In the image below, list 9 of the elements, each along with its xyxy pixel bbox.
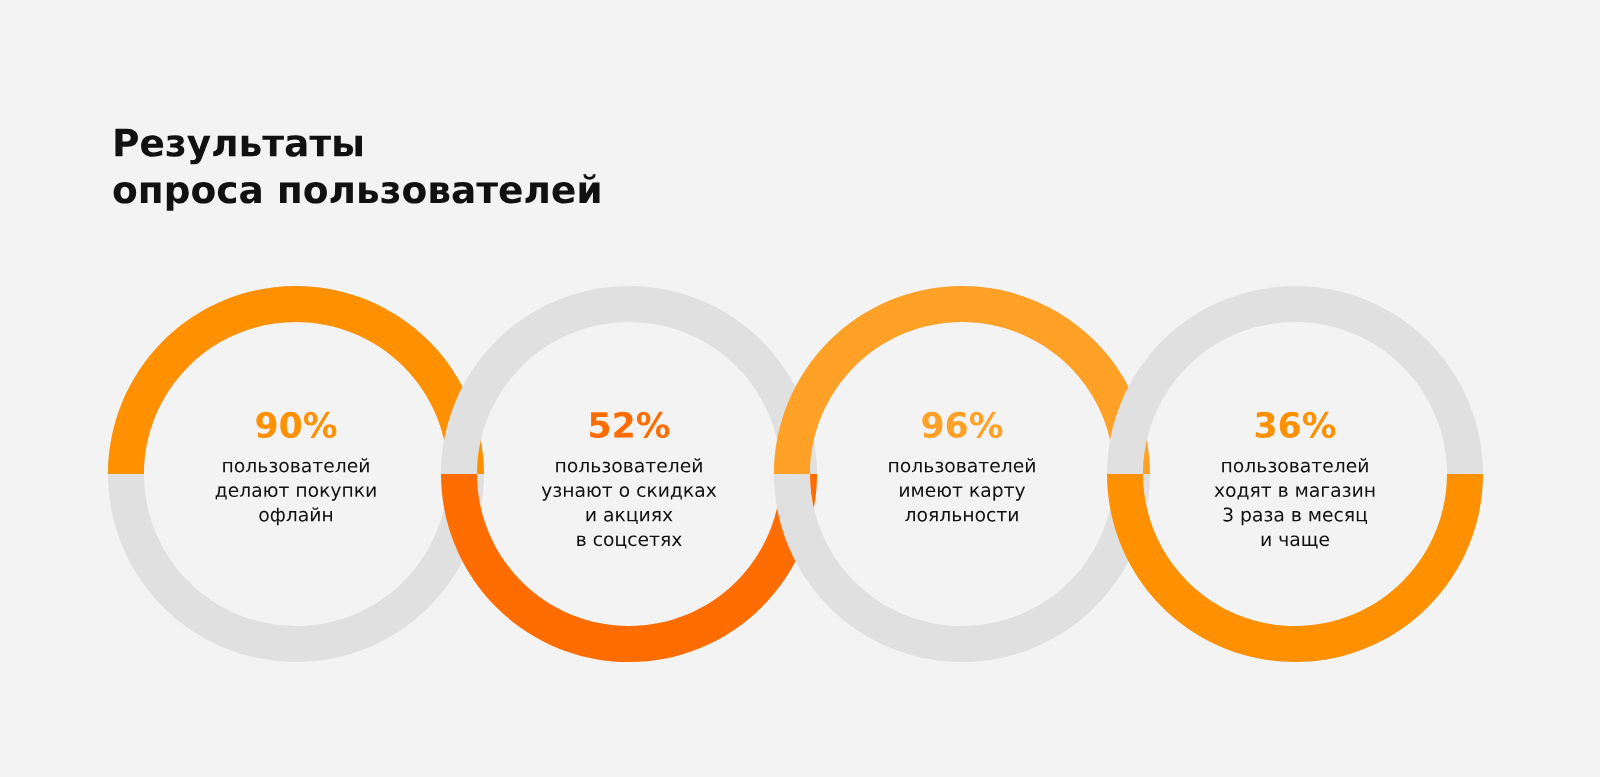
category-label: пользователей имеют карту лояльности <box>889 458 1035 522</box>
data-label: 52% <box>590 411 670 439</box>
text: Результаты опроса пользователей <box>113 128 600 211</box>
data-label: 96% <box>922 411 1003 439</box>
category-label: пользователей ходят в магазин 3 раза в месяц и чаще <box>1214 458 1375 549</box>
category-label: пользователей делают покупки офлайн <box>215 458 376 526</box>
category-label: пользователей узнают о скидках и акциях в соцсетях <box>541 458 717 549</box>
data-label: 90% <box>256 411 337 439</box>
data-label: 36% <box>1255 411 1336 439</box>
